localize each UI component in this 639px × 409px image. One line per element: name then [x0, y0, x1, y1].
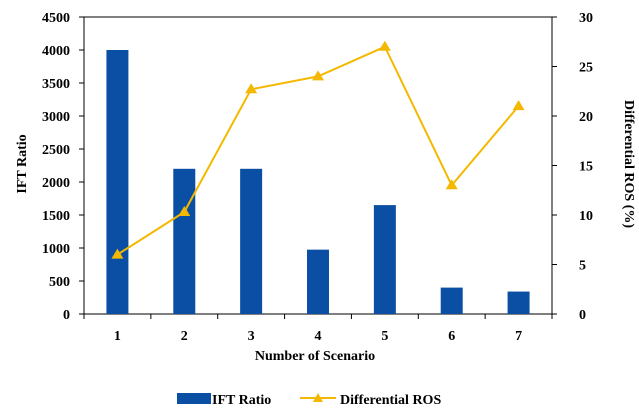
line-point-4 [312, 70, 324, 81]
line-point-3 [245, 83, 258, 94]
y-tick-label: 1500 [42, 209, 70, 224]
y-tick-label: 3000 [42, 110, 70, 125]
legend-label-ift-ratio: IFT Ratio [212, 393, 271, 408]
y2-tick-label: 5 [579, 259, 586, 274]
x-axis-title: Number of Scenario [255, 349, 375, 364]
y2-axis-title: Differential ROS (%) [621, 100, 636, 228]
legend: IFT Ratio Differential ROS [177, 393, 441, 408]
x-tick-label: 2 [181, 329, 188, 344]
y-tick-label: 1000 [42, 242, 70, 257]
legend-label-differential-ros: Differential ROS [340, 393, 441, 408]
bar-3 [240, 168, 263, 314]
line-point-7 [512, 100, 525, 111]
y2-tick-label: 20 [579, 110, 593, 125]
bar-7 [507, 291, 530, 314]
x-tick-label: 7 [515, 329, 522, 344]
x-tick-label: 1 [114, 329, 121, 344]
x-tick-label: 5 [381, 329, 388, 344]
y-tick-label: 0 [63, 308, 70, 323]
line-point-2 [178, 206, 191, 217]
y2-tick-label: 15 [579, 160, 593, 175]
y-axis-left: 0 500 1000 1500 2000 2500 3000 3500 4000 4500 [42, 11, 84, 323]
y2-tick-label: 30 [579, 11, 593, 26]
bar-1 [106, 50, 129, 314]
y2-tick-label: 25 [579, 61, 593, 76]
y2-tick-label: 10 [579, 209, 593, 224]
y-axis-title: IFT Ratio [15, 134, 30, 193]
y-axis-right: 0 5 10 15 20 25 30 [552, 11, 593, 323]
line-point-6 [445, 179, 458, 190]
line-series-differential-ros [111, 40, 525, 259]
line-point-5 [378, 40, 391, 51]
y-tick-label: 2000 [42, 176, 70, 191]
y-tick-label: 2500 [42, 143, 70, 158]
x-tick-label: 6 [448, 329, 455, 344]
bar-6 [440, 287, 463, 314]
bar-series-ift-ratio [106, 50, 530, 314]
bar-5 [373, 205, 396, 314]
legend-swatch-ift-ratio [177, 393, 211, 404]
bar-4 [307, 249, 329, 314]
legend-marker-differential-ros [313, 393, 323, 402]
y-tick-label: 4500 [42, 11, 70, 26]
line-point-1 [111, 248, 124, 259]
y-tick-label: 500 [49, 275, 70, 290]
x-tick-label: 3 [248, 329, 255, 344]
y-tick-label: 3500 [42, 77, 70, 92]
bar-2 [173, 168, 196, 314]
y-tick-label: 4000 [42, 44, 70, 59]
x-tick-label: 4 [315, 329, 322, 344]
x-axis: 1 2 3 4 5 6 7 [83, 314, 553, 344]
y2-tick-label: 0 [579, 308, 586, 323]
